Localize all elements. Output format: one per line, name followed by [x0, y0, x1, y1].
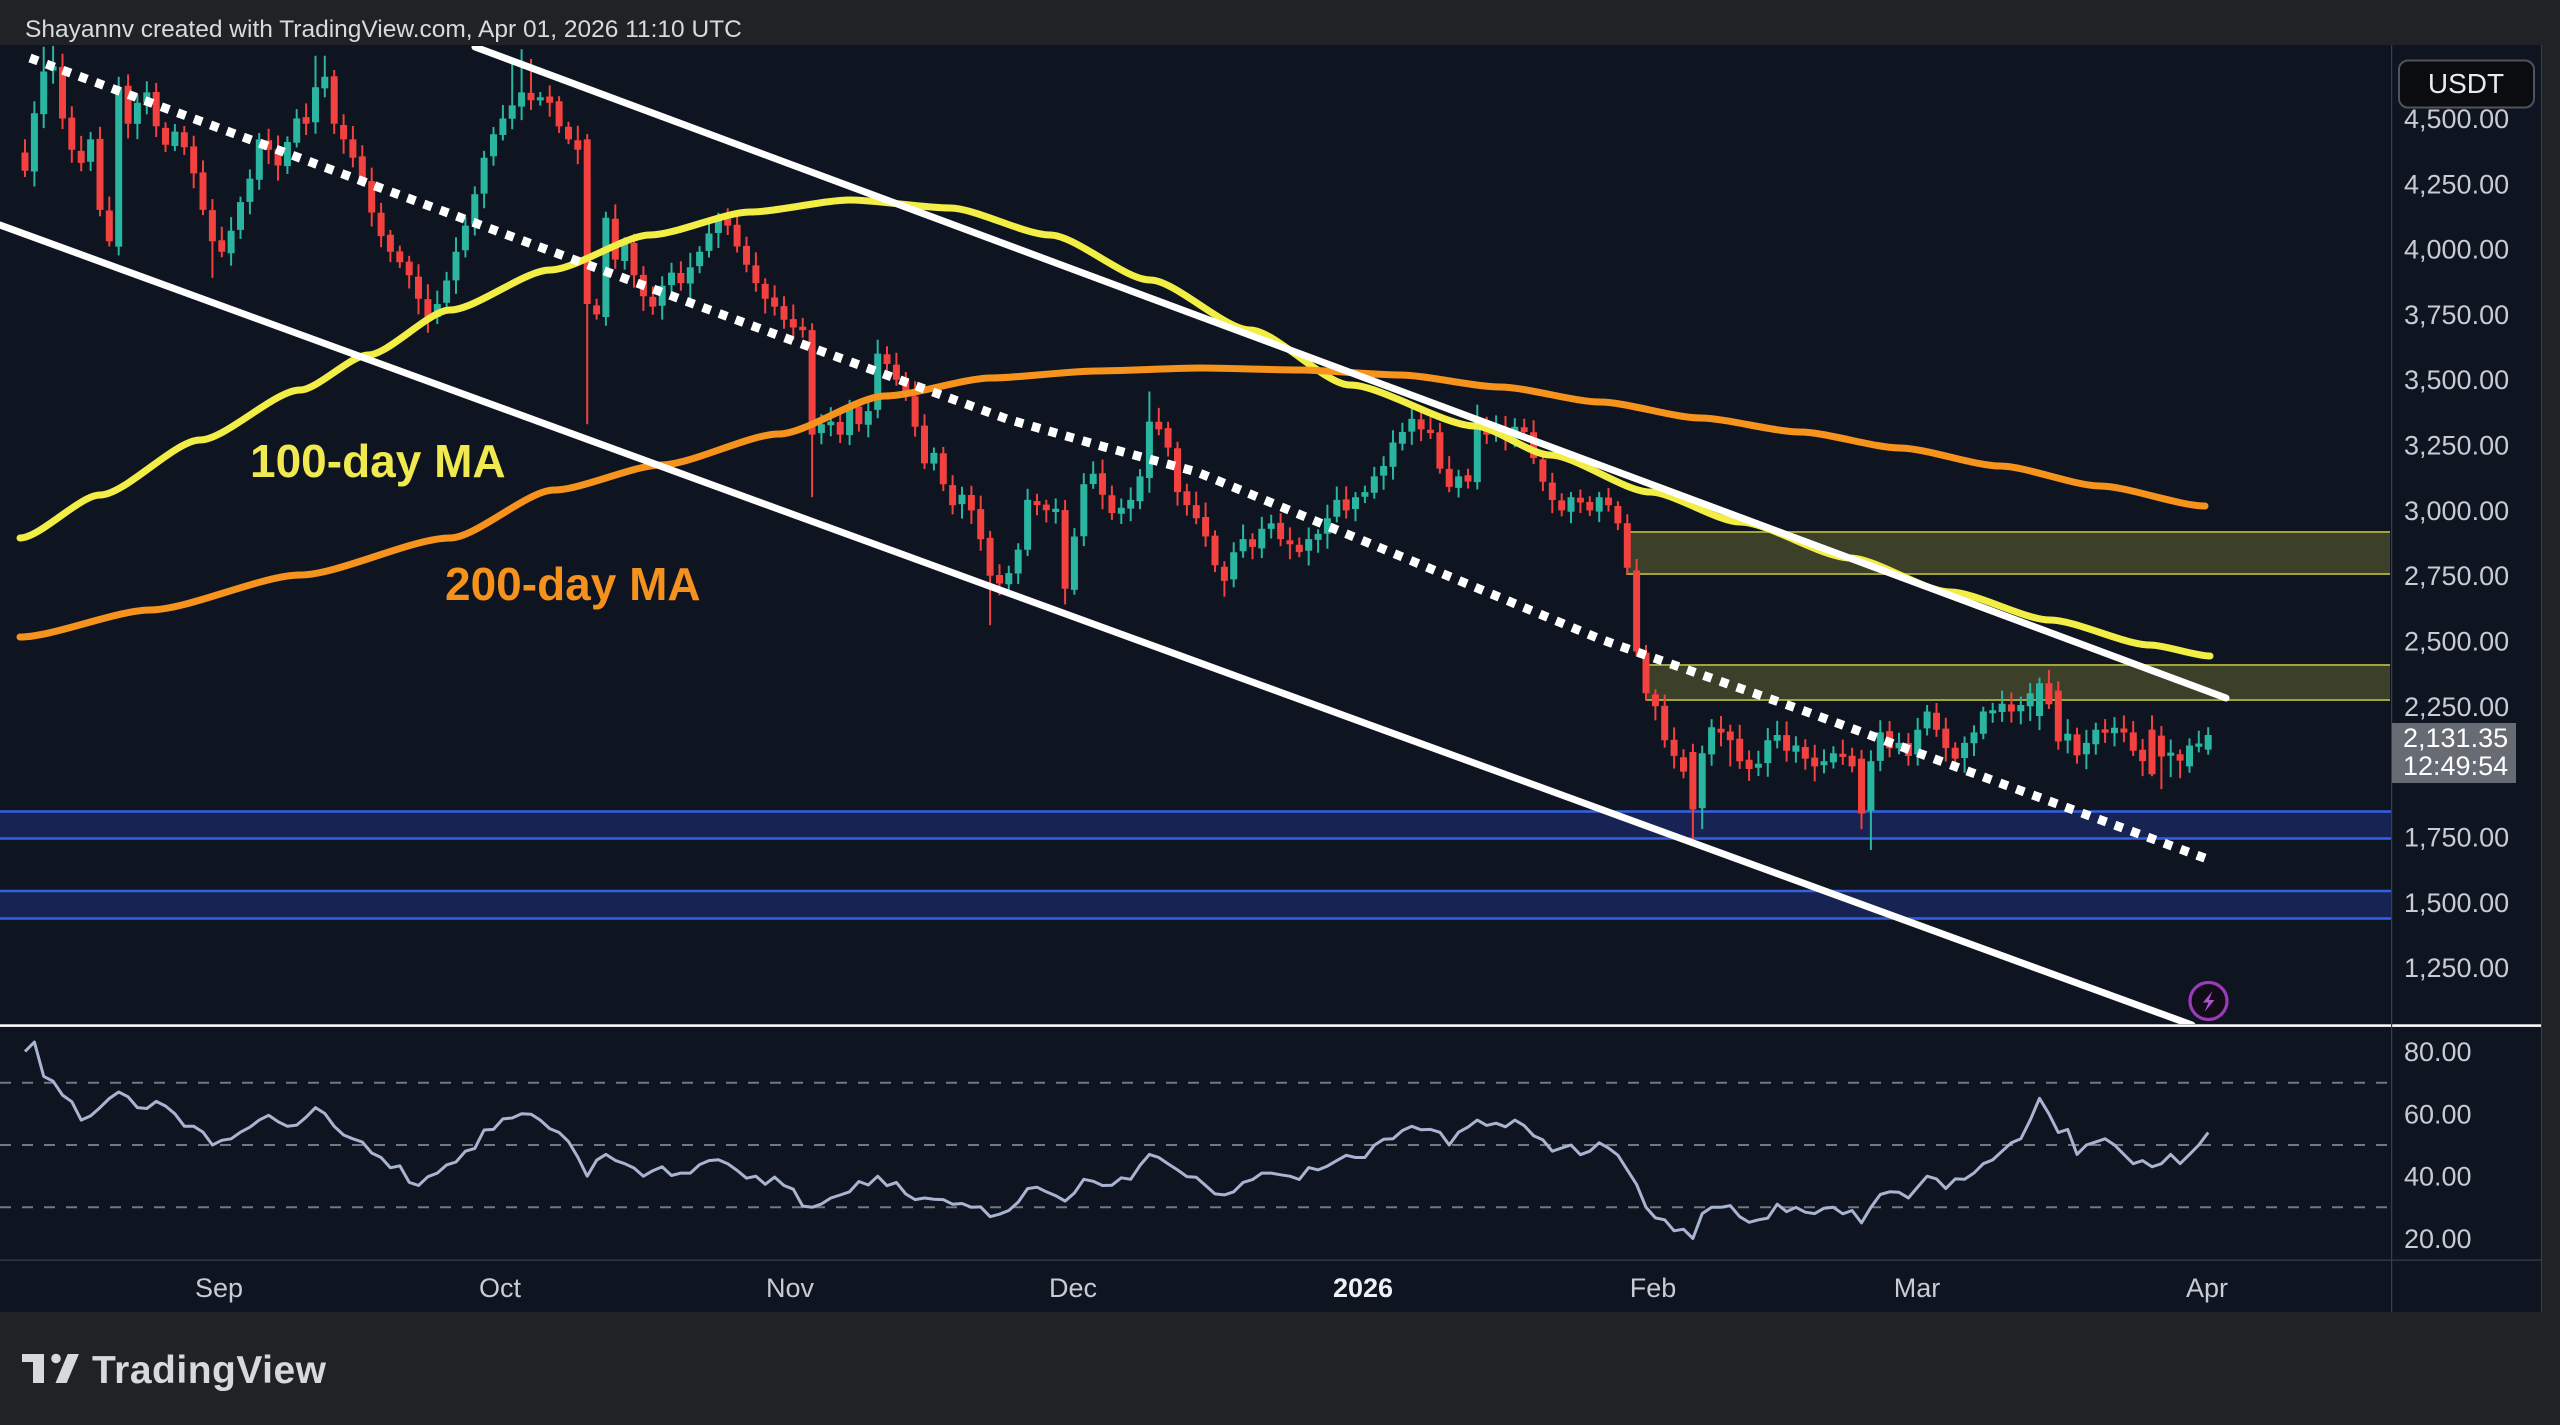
svg-text:Nov: Nov	[766, 1273, 815, 1303]
svg-text:4,000.00: 4,000.00	[2404, 235, 2509, 265]
svg-text:3,500.00: 3,500.00	[2404, 365, 2509, 395]
svg-text:2026: 2026	[1333, 1273, 1393, 1303]
svg-text:Oct: Oct	[479, 1273, 522, 1303]
svg-text:20.00: 20.00	[2404, 1224, 2472, 1254]
svg-text:200-day MA: 200-day MA	[445, 558, 701, 610]
svg-text:2,500.00: 2,500.00	[2404, 627, 2509, 657]
svg-text:40.00: 40.00	[2404, 1162, 2472, 1192]
svg-text:Mar: Mar	[1894, 1273, 1941, 1303]
svg-text:4,500.00: 4,500.00	[2404, 104, 2509, 134]
svg-text:80.00: 80.00	[2404, 1037, 2472, 1067]
svg-text:2,131.35: 2,131.35	[2403, 723, 2508, 753]
svg-text:1,250.00: 1,250.00	[2404, 953, 2509, 983]
svg-text:TradingView: TradingView	[92, 1349, 327, 1392]
svg-text:Sep: Sep	[195, 1273, 243, 1303]
svg-text:3,000.00: 3,000.00	[2404, 496, 2509, 526]
svg-text:1,500.00: 1,500.00	[2404, 888, 2509, 918]
svg-text:Dec: Dec	[1049, 1273, 1097, 1303]
svg-text:Shayannv created with TradingV: Shayannv created with TradingView.com, A…	[25, 16, 742, 43]
svg-text:3,750.00: 3,750.00	[2404, 300, 2509, 330]
svg-text:Apr: Apr	[2186, 1273, 2228, 1303]
svg-text:100-day MA: 100-day MA	[250, 435, 506, 487]
svg-text:2,250.00: 2,250.00	[2404, 692, 2509, 722]
svg-text:3,250.00: 3,250.00	[2404, 431, 2509, 461]
svg-text:4,250.00: 4,250.00	[2404, 169, 2509, 199]
svg-text:Feb: Feb	[1630, 1273, 1677, 1303]
svg-text:USDT: USDT	[2428, 68, 2504, 99]
svg-text:1,750.00: 1,750.00	[2404, 822, 2509, 852]
svg-text:12:49:54: 12:49:54	[2403, 751, 2508, 781]
svg-text:2,750.00: 2,750.00	[2404, 561, 2509, 591]
svg-text:60.00: 60.00	[2404, 1099, 2472, 1129]
